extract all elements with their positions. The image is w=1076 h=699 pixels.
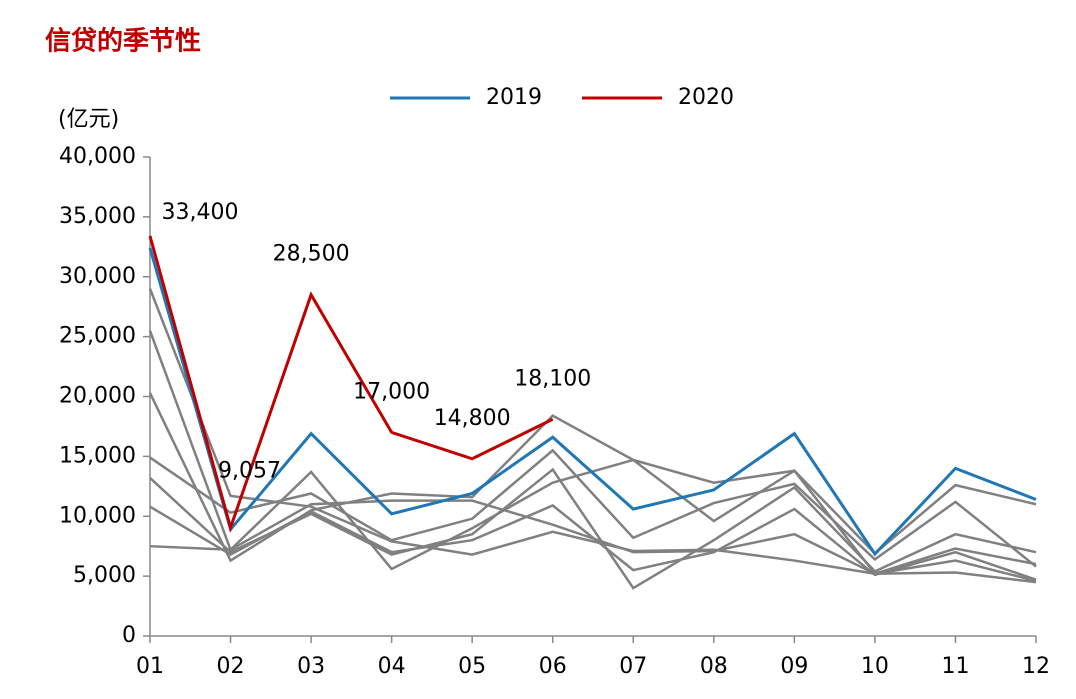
y-tick-label: 40,000: [59, 144, 136, 169]
legend-label: 2019: [486, 85, 542, 110]
x-tick-label: 06: [539, 654, 567, 679]
series-line: [149, 467, 1037, 590]
chart-title: 信贷的季节性: [45, 26, 201, 57]
x-tick-label: 01: [136, 654, 164, 679]
series-line: [149, 448, 1037, 568]
x-tick-label: 05: [458, 654, 486, 679]
x-tick-label: 03: [297, 654, 325, 679]
series-line: [148, 235, 554, 533]
x-tick-label: 11: [941, 654, 969, 679]
x-tick-label: 04: [378, 654, 406, 679]
data-label: 18,100: [514, 366, 591, 391]
y-tick-label: 15,000: [59, 443, 136, 468]
x-tick-label: 02: [217, 654, 245, 679]
x-tick-label: 09: [780, 654, 808, 679]
x-tick-label: 10: [861, 654, 889, 679]
x-tick-label: 07: [619, 654, 647, 679]
series-line: [148, 247, 1037, 557]
data-label: 33,400: [162, 200, 239, 225]
y-tick-label: 20,000: [59, 384, 136, 409]
y-tick-label: 30,000: [59, 264, 136, 289]
data-label: 9,057: [218, 459, 281, 484]
y-axis-label: (亿元): [58, 107, 119, 132]
series-line: [149, 499, 1037, 583]
y-tick-label: 0: [122, 623, 136, 648]
y-tick-label: 25,000: [59, 324, 136, 349]
x-tick-label: 12: [1022, 654, 1050, 679]
y-tick-label: 35,000: [59, 204, 136, 229]
y-tick-label: 10,000: [59, 503, 136, 528]
x-tick-label: 08: [700, 654, 728, 679]
data-label: 14,800: [434, 406, 511, 431]
legend-label: 2020: [678, 85, 734, 110]
series-line: [148, 392, 1037, 563]
data-label: 17,000: [353, 379, 430, 404]
y-tick-label: 5,000: [73, 563, 136, 588]
series-line: [148, 288, 1037, 584]
data-label: 28,500: [273, 242, 350, 267]
